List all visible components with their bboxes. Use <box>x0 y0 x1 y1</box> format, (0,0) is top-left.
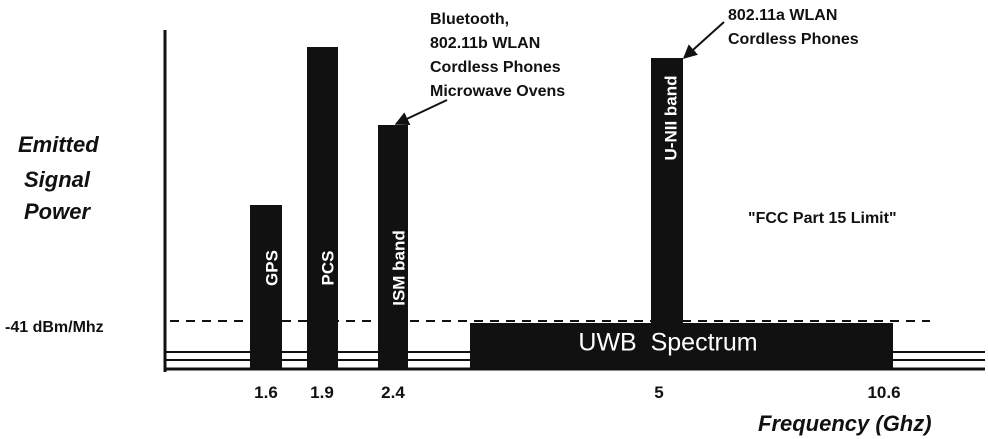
annotation-line: Bluetooth, <box>430 11 509 28</box>
x-axis-label: Frequency (Ghz) <box>758 411 932 436</box>
x-tick-label: 2.4 <box>381 383 405 402</box>
band-bar <box>378 125 408 370</box>
x-tick-label: 1.6 <box>254 383 278 402</box>
uwb-label: UWB Spectrum <box>578 329 757 357</box>
band-label: PCS <box>318 251 337 286</box>
y-axis-label: Emitted <box>18 132 99 157</box>
y-axis-label: Power <box>24 199 91 224</box>
annotation-line: 802.11a WLAN <box>728 7 837 24</box>
y-axis-label: Signal <box>24 167 91 192</box>
band-bar <box>651 58 683 370</box>
annotation-line: 802.11b WLAN <box>430 35 540 52</box>
x-tick-label: 5 <box>654 383 663 402</box>
limit-label: -41 dBm/Mhz <box>5 319 104 336</box>
band-bar <box>307 47 338 370</box>
uwb-block <box>470 323 893 370</box>
band-label: U-NII band <box>661 76 680 161</box>
annotation-line: Cordless Phones <box>430 59 561 76</box>
band-label: ISM band <box>389 230 408 306</box>
x-tick-label: 10.6 <box>867 383 900 402</box>
arrow <box>394 99 448 125</box>
band-label: GPS <box>262 250 281 286</box>
fcc-label: "FCC Part 15 Limit" <box>748 210 897 227</box>
annotation-line: Microwave Ovens <box>430 83 565 100</box>
annotation-line: Cordless Phones <box>728 31 859 48</box>
arrow <box>682 21 725 59</box>
band-bar <box>250 205 282 370</box>
x-tick-label: 1.9 <box>310 383 334 402</box>
